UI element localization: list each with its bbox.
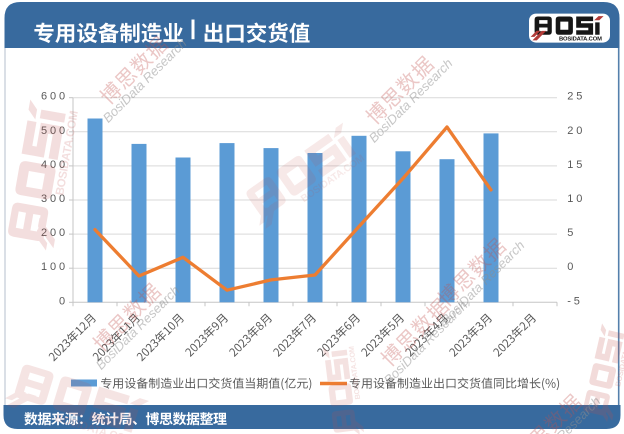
svg-text:10: 10 <box>567 193 585 205</box>
svg-text:20: 20 <box>567 125 585 137</box>
svg-text:5: 5 <box>567 227 576 239</box>
svg-text:600: 600 <box>41 91 68 103</box>
svg-text:0: 0 <box>567 261 576 273</box>
svg-text:-5: -5 <box>567 295 583 307</box>
svg-text:15: 15 <box>567 159 585 171</box>
svg-text:BOSIDATA.COM: BOSIDATA.COM <box>559 37 602 43</box>
svg-text:0: 0 <box>59 295 68 307</box>
svg-text:25: 25 <box>567 91 585 103</box>
svg-text:100: 100 <box>41 261 68 273</box>
